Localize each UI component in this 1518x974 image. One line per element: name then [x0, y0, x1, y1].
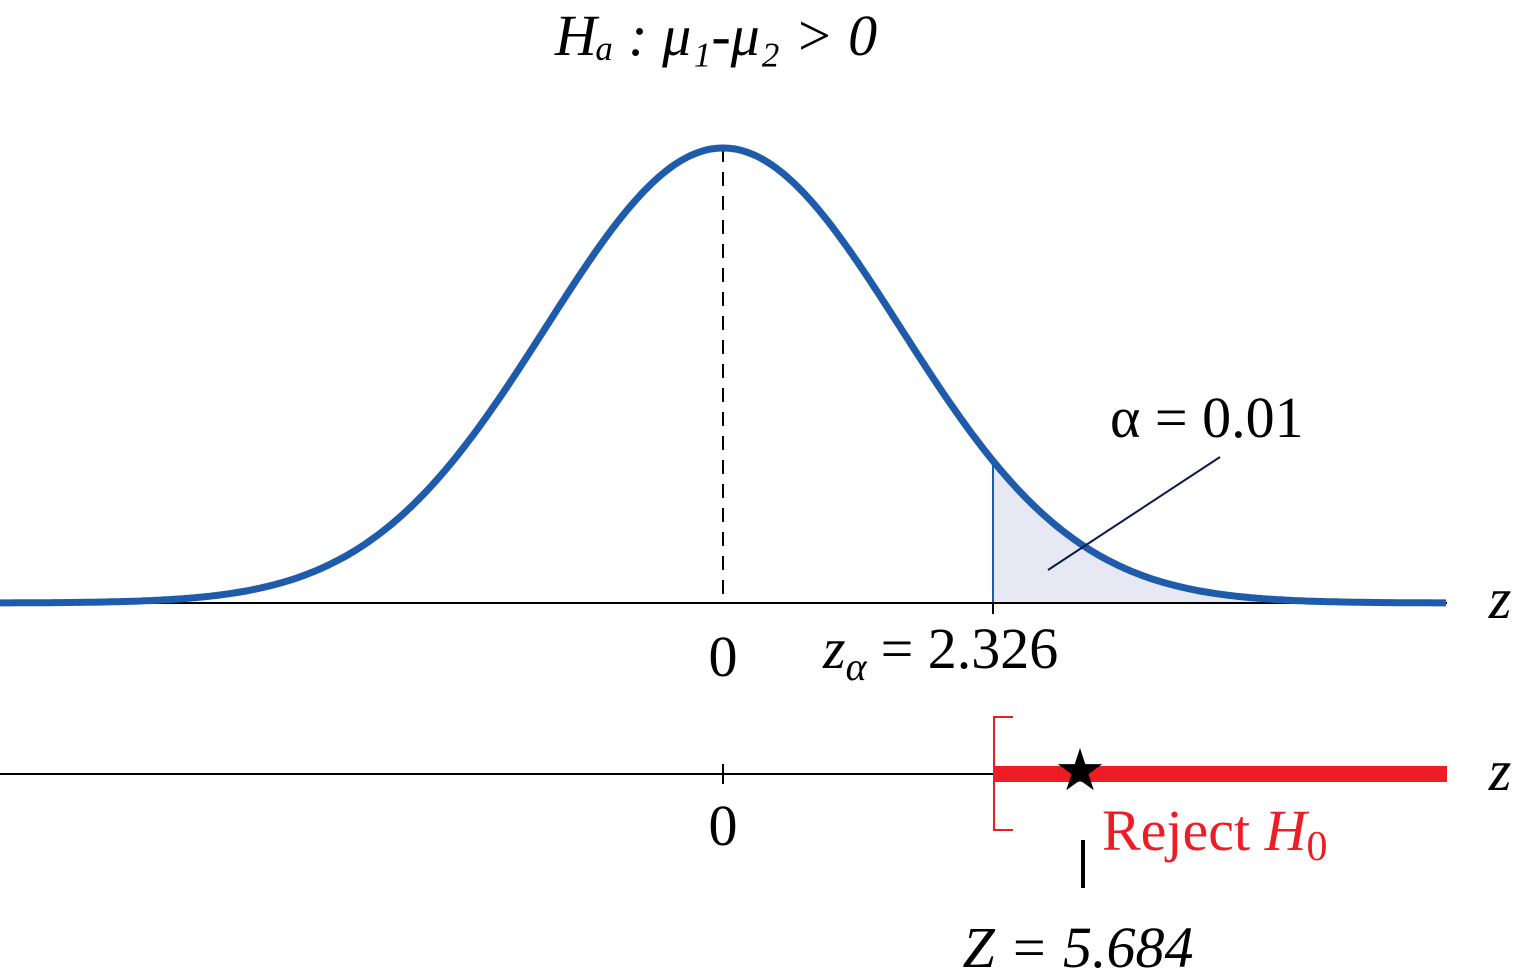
normal-curve — [0, 144, 1446, 607]
value: = 2.326 — [881, 616, 1059, 681]
subscript: α — [846, 644, 868, 689]
text: Reject — [1102, 798, 1265, 863]
axis-label: z — [1488, 738, 1512, 803]
bracket — [993, 716, 1013, 831]
symbol: z — [822, 616, 846, 681]
reject-label: Reject H0 — [1102, 798, 1328, 870]
statistic: Z = 5.684 — [963, 915, 1194, 974]
star: ★ — [1054, 738, 1106, 803]
title: Hₐ : μ₁-μ₂ > 0 — [554, 3, 877, 68]
alpha-region — [993, 460, 1447, 603]
alpha-label: α = 0.01 — [1110, 385, 1304, 450]
symbol: H — [1264, 798, 1310, 863]
axis-label: z — [1488, 566, 1512, 631]
statistic-label: Z = 5.684 — [963, 915, 1194, 974]
tick-label: 0 — [709, 793, 738, 858]
tick-label: 0 — [709, 624, 738, 689]
critical-label: zα = 2.326 — [822, 616, 1058, 689]
subscript: 0 — [1307, 824, 1328, 870]
pointer — [1047, 456, 1221, 571]
